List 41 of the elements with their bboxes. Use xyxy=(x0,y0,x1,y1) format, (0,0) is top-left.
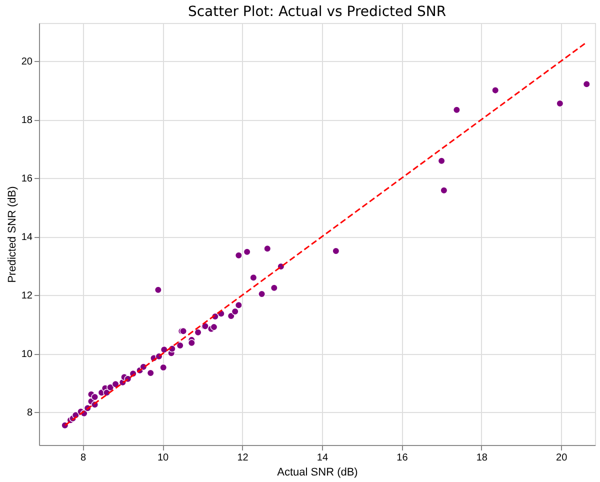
x-tick-label: 16 xyxy=(396,452,408,464)
y-tick-label: 14 xyxy=(21,232,33,244)
point xyxy=(243,248,251,256)
point xyxy=(440,186,448,194)
point xyxy=(188,339,196,347)
point xyxy=(231,308,239,316)
y-tick-label: 16 xyxy=(21,174,33,185)
x-tick-label: 18 xyxy=(476,452,488,464)
point xyxy=(438,157,446,165)
x-tick-label: 8 xyxy=(80,452,87,464)
point xyxy=(154,286,162,294)
point xyxy=(194,328,202,336)
x-tick-label: 14 xyxy=(316,452,328,464)
point xyxy=(234,301,242,309)
y-tick-label: 18 xyxy=(21,115,33,126)
y-axis-title: Predicted SNR (dB) xyxy=(6,186,18,283)
point xyxy=(112,380,120,388)
point xyxy=(264,244,272,252)
point xyxy=(210,323,218,331)
x-tick-label: 10 xyxy=(157,452,170,464)
point xyxy=(160,346,168,354)
point xyxy=(160,364,168,372)
y-tick-label: 12 xyxy=(21,290,33,302)
x-tick-label: 12 xyxy=(237,452,249,464)
point xyxy=(582,80,590,88)
y-tick-label: 8 xyxy=(26,408,33,419)
point xyxy=(234,252,242,260)
point xyxy=(91,393,99,401)
point xyxy=(146,369,154,377)
point xyxy=(556,100,564,108)
point xyxy=(332,247,340,255)
y-tick-label: 20 xyxy=(21,56,33,68)
point xyxy=(452,106,460,114)
x-axis-title: Actual SNR (dB) xyxy=(277,466,358,478)
y-tick-label: 10 xyxy=(21,349,33,360)
point xyxy=(492,86,500,94)
point xyxy=(270,284,278,292)
chart-title: Scatter Plot: Actual vs Predicted SNR xyxy=(188,4,446,20)
point xyxy=(250,274,258,282)
point xyxy=(258,290,266,298)
x-tick-label: 20 xyxy=(556,452,568,464)
